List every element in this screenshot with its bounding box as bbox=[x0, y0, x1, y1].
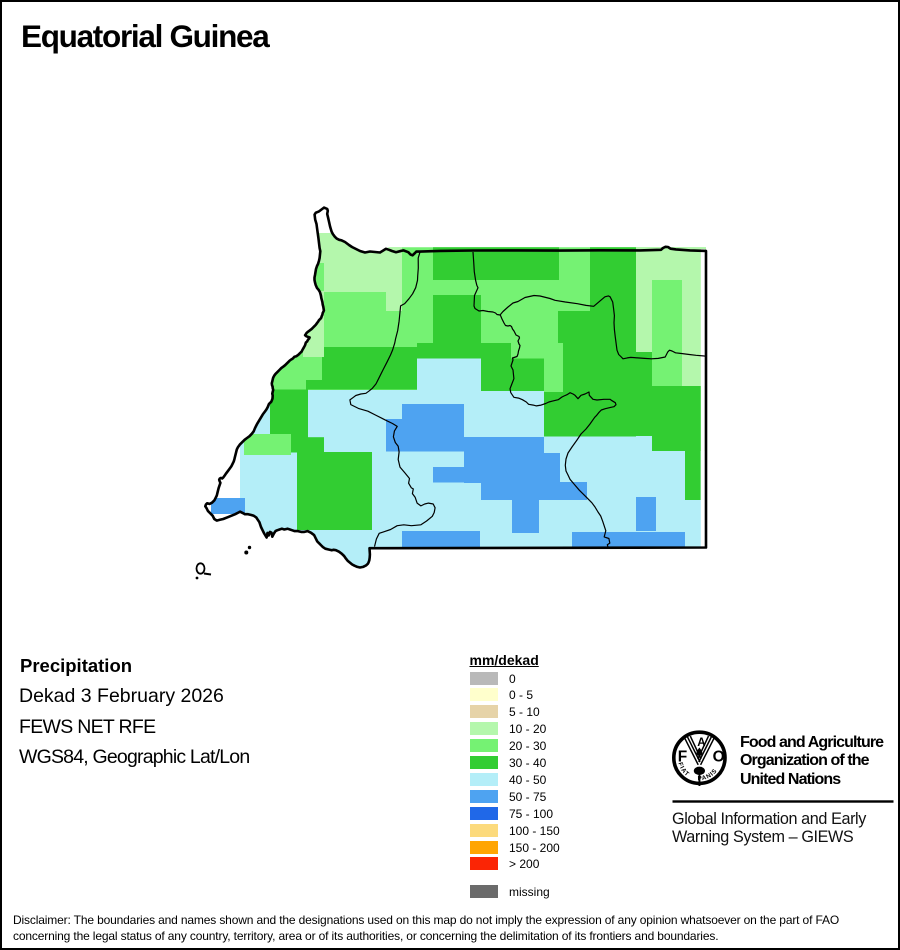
svg-text:O: O bbox=[713, 749, 725, 766]
svg-text:A: A bbox=[697, 737, 705, 749]
svg-text:F: F bbox=[678, 749, 687, 766]
